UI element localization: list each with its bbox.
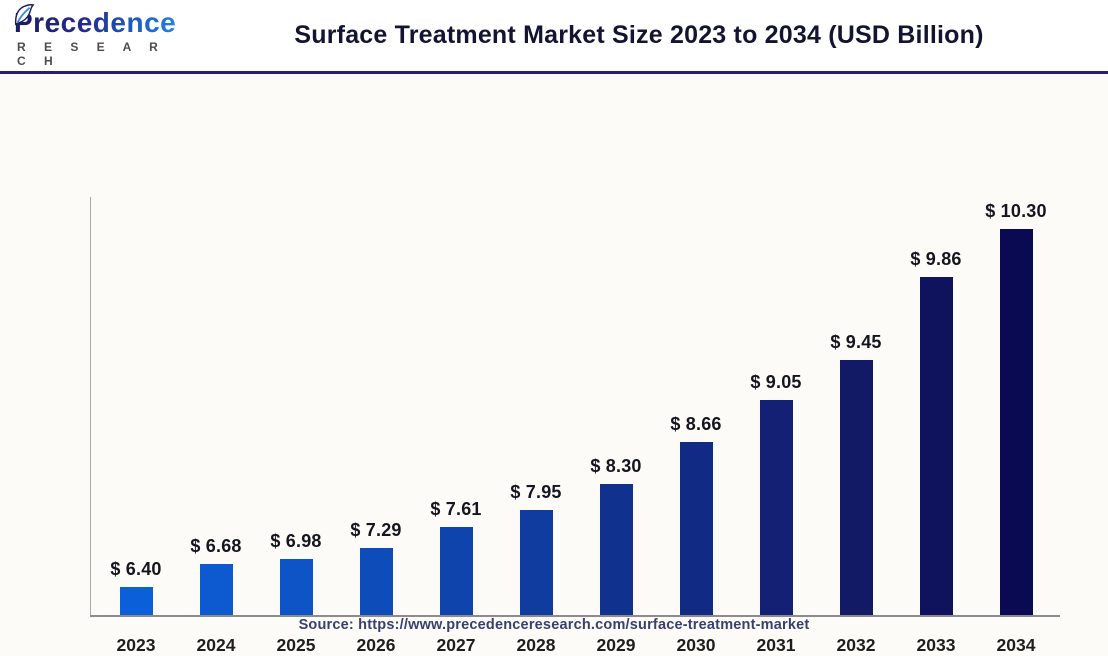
bar-2026 (359, 548, 393, 615)
bar-value-label-2026: $ 7.29 (350, 520, 402, 540)
x-axis-label-2033: 2033 (916, 635, 956, 655)
x-axis-label-2027: 2027 (436, 635, 476, 655)
x-axis-line (90, 615, 1060, 617)
bar-column-2029: $ 8.30 (576, 177, 656, 615)
x-axis-labels: 2023 2024 2025 2026 2027 2028 2029 2030 2031 2032… (96, 635, 1056, 656)
bar-column-2023: $ 6.40 (96, 177, 176, 615)
page-title: Surface Treatment Market Size 2023 to 20… (294, 21, 984, 49)
bar-column-2027: $ 7.61 (416, 177, 496, 615)
bar-value-label-2023: $ 6.40 (110, 559, 162, 579)
bar-value-label-2025: $ 6.98 (270, 531, 322, 551)
bar-value-label-2031: $ 9.05 (750, 372, 802, 392)
bar-2023 (119, 587, 153, 615)
bar-2031 (759, 400, 793, 615)
bar-column-2028: $ 7.95 (496, 177, 576, 615)
x-axis-label-2034: 2034 (996, 635, 1036, 655)
bar-2034 (999, 229, 1033, 615)
bar-2030 (679, 442, 713, 615)
bar-column-2031: $ 9.05 (736, 177, 816, 615)
x-axis-label-2031: 2031 (756, 635, 796, 655)
bar-value-label-2032: $ 9.45 (830, 332, 882, 352)
bar-2033 (919, 277, 953, 615)
bar-column-2030: $ 8.66 (656, 177, 736, 615)
bar-column-2024: $ 6.68 (176, 177, 256, 615)
bar-column-2034: $ 10.30 (976, 177, 1056, 615)
x-axis-label-2032: 2032 (836, 635, 876, 655)
bar-2028 (519, 510, 553, 615)
logo-sub-text: R E S E A R C H (17, 40, 166, 69)
bar-value-label-2028: $ 7.95 (510, 482, 562, 502)
bar-value-label-2033: $ 9.86 (910, 249, 962, 269)
bar-value-label-2030: $ 8.66 (670, 414, 722, 434)
bar-column-2032: $ 9.45 (816, 177, 896, 615)
bar-2024 (199, 564, 233, 615)
x-axis-label-2024: 2024 (196, 635, 236, 655)
x-axis-label-2029: 2029 (596, 635, 636, 655)
bar-2029 (599, 484, 633, 615)
logo-brand-text: Precedence (14, 8, 184, 38)
bar-2025 (279, 559, 313, 615)
precedence-research-logo: Precedence R E S E A R C H (14, 4, 184, 69)
bar-value-label-2029: $ 8.30 (590, 456, 642, 476)
bar-2032 (839, 360, 873, 615)
x-axis-label-2025: 2025 (276, 635, 316, 655)
x-axis-label-2026: 2026 (356, 635, 396, 655)
bar-2027 (439, 527, 473, 615)
bar-value-label-2024: $ 6.68 (190, 536, 242, 556)
header: Precedence R E S E A R C H Surface Treat… (0, 0, 1108, 74)
x-axis-label-2023: 2023 (116, 635, 156, 655)
bar-column-2033: $ 9.86 (896, 177, 976, 615)
bar-value-label-2034: $ 10.30 (985, 201, 1047, 221)
bar-value-label-2027: $ 7.61 (430, 499, 482, 519)
x-axis-label-2028: 2028 (516, 635, 556, 655)
bar-column-2026: $ 7.29 (336, 177, 416, 615)
bar-chart: $ 6.40 $ 6.68 $ 6.98 $ 7.29 $ 7.61 $ 7.95 $ 8.… (0, 77, 1108, 655)
x-axis-label-2030: 2030 (676, 635, 716, 655)
source-text: Source: https://www.precedenceresearch.c… (298, 617, 810, 633)
bar-column-2025: $ 6.98 (256, 177, 336, 615)
y-axis-line (90, 197, 91, 617)
bars: $ 6.40 $ 6.68 $ 6.98 $ 7.29 $ 7.61 $ 7.95 $ 8.… (96, 177, 1056, 615)
